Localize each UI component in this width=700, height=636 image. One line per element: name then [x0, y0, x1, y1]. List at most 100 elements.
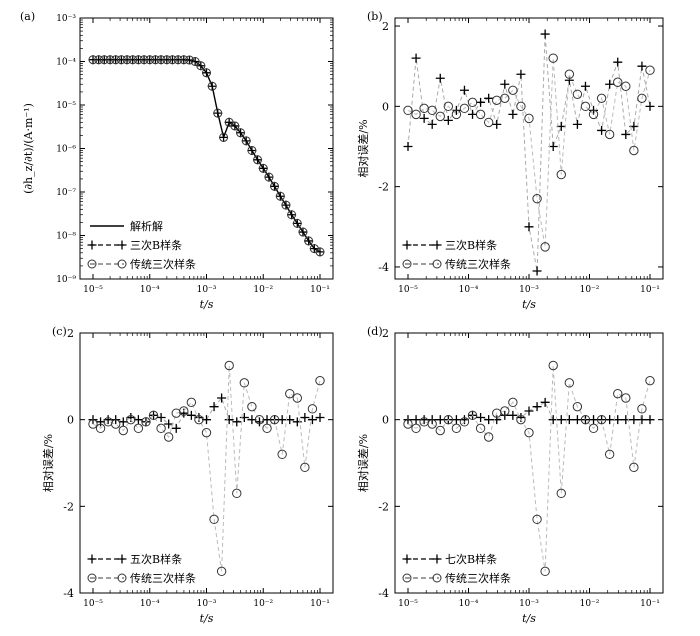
legend-label: 传统三次样条 [130, 571, 196, 585]
circle-marker [285, 388, 295, 399]
circle-marker [315, 375, 325, 386]
legend-label: 解析解 [130, 219, 163, 233]
legend-plus-marker [117, 554, 127, 564]
plus-marker [451, 415, 461, 425]
circle-marker [126, 414, 136, 425]
circle-marker [556, 488, 566, 499]
circle-marker [427, 419, 437, 429]
circle-marker [613, 77, 623, 87]
plus-marker [443, 115, 453, 125]
circle-marker [196, 61, 206, 71]
circle-marker [516, 414, 526, 425]
y-tick-label: -4 [378, 587, 389, 600]
circle-marker [213, 108, 223, 118]
circle-marker [122, 55, 132, 65]
plus-marker [572, 119, 582, 129]
plus-marker [217, 393, 227, 403]
plus-marker [637, 415, 647, 425]
plus-marker [637, 61, 647, 71]
y-tick-label: 10⁻⁸ [56, 232, 76, 242]
circle-marker [524, 427, 534, 438]
circle-marker [128, 55, 138, 65]
circle-marker [194, 414, 204, 425]
plus-marker [435, 73, 445, 83]
legend-circle-marker [432, 573, 442, 583]
circle-marker [190, 57, 200, 66]
y-tick-label: -2 [378, 500, 389, 513]
circle-marker [604, 129, 615, 140]
y-tick-label: 10⁻³ [56, 14, 76, 24]
x-tick-label: 10⁻² [580, 599, 600, 609]
circle-marker [163, 432, 174, 442]
x-tick-label: 10⁻³ [519, 599, 539, 609]
panel-label: (c) [52, 325, 67, 338]
series-line [407, 58, 651, 247]
x-tick-label: 10⁻² [580, 285, 600, 295]
circle-marker [184, 55, 194, 65]
circle-marker [156, 55, 166, 65]
circle-marker [88, 55, 98, 65]
plus-marker [419, 415, 429, 425]
plus-marker [524, 406, 534, 416]
y-axis-label: 相对误差/% [41, 434, 55, 492]
plus-marker [403, 141, 413, 151]
plus-marker [118, 417, 128, 427]
plus-marker [209, 402, 219, 412]
plus-marker [532, 266, 542, 276]
circle-marker [300, 462, 310, 473]
plus-marker [645, 101, 655, 111]
plus-marker [171, 423, 181, 433]
circle-marker [451, 423, 462, 434]
plus-marker [190, 57, 200, 66]
circle-marker [287, 210, 297, 220]
series-line [407, 34, 651, 272]
circle-marker [94, 55, 104, 65]
circle-marker [230, 121, 240, 131]
plus-marker [254, 417, 264, 427]
circle-marker [277, 449, 287, 460]
plus-marker [258, 163, 268, 173]
y-tick-label: 10⁻⁵ [56, 101, 76, 111]
series-dashed-circle [403, 360, 655, 577]
circle-marker [179, 406, 189, 416]
circle-marker [443, 414, 454, 425]
circle-marker [253, 155, 263, 165]
circle-marker [427, 105, 437, 116]
legend [402, 554, 442, 583]
x-tick-label: 10⁻² [253, 599, 273, 609]
circle-marker [516, 101, 526, 112]
circle-marker [621, 393, 631, 403]
circle-marker [116, 55, 126, 65]
circle-marker [532, 514, 542, 525]
legend-circle-marker [402, 259, 412, 269]
plus-marker [468, 109, 478, 119]
circle-marker [524, 113, 534, 124]
circle-marker [167, 55, 177, 65]
plus-marker [275, 191, 285, 201]
circle-marker [304, 236, 314, 246]
plus-marker [287, 210, 297, 220]
plus-marker [476, 413, 486, 422]
circle-marker [141, 417, 151, 427]
circle-marker [275, 191, 285, 201]
circle-marker [540, 566, 550, 577]
circle-marker [459, 417, 470, 427]
y-tick-label: -2 [378, 181, 389, 194]
circle-marker [403, 419, 413, 429]
circle-marker [307, 404, 318, 414]
plus-marker [589, 415, 599, 425]
y-tick-label: 10⁻⁴ [56, 58, 76, 68]
plot-frame [394, 17, 664, 280]
circle-marker [443, 101, 454, 112]
plus-marker [419, 113, 429, 123]
circle-marker [508, 397, 518, 408]
plus-marker [270, 181, 280, 191]
plus-marker [613, 57, 623, 67]
x-tick-label: 10⁻³ [197, 599, 217, 609]
plus-marker [315, 413, 325, 422]
circle-marker [483, 432, 494, 442]
circle-marker [604, 449, 615, 460]
plus-marker [304, 236, 314, 246]
plus-marker [427, 119, 437, 129]
circle-marker [629, 145, 639, 156]
